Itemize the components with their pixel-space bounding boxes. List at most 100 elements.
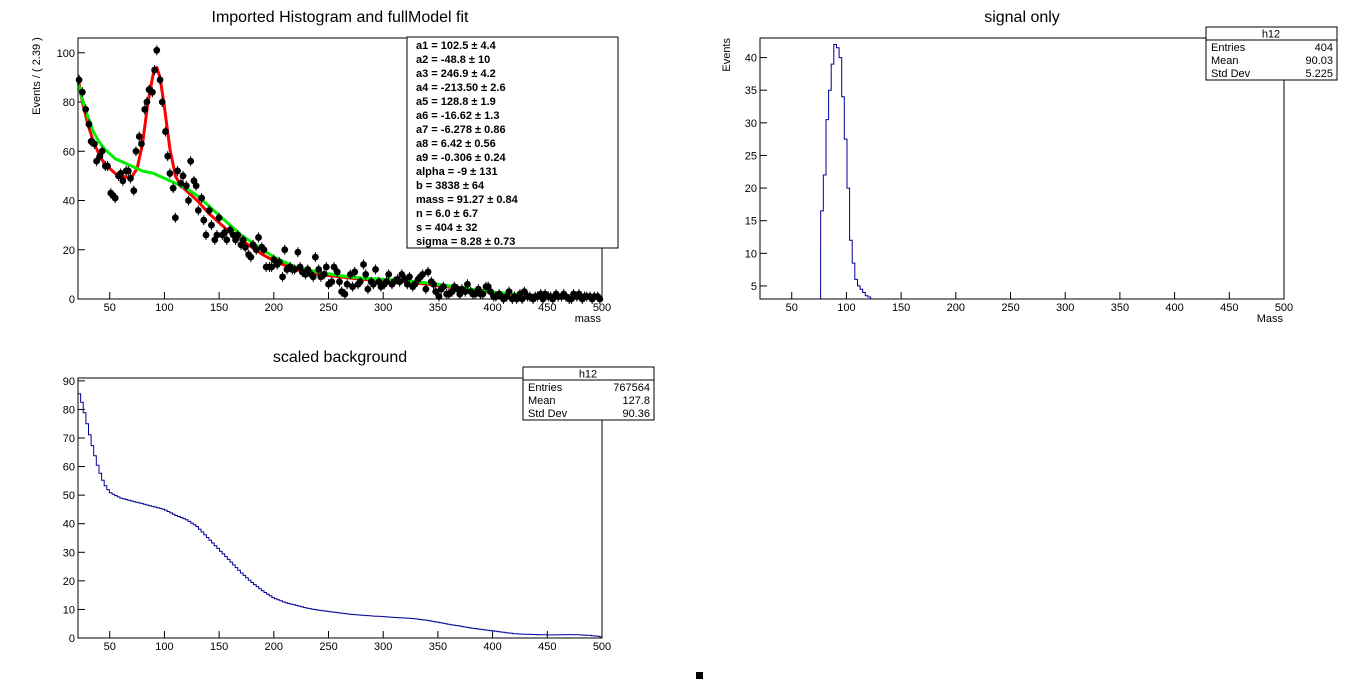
fit-param-plusminus: ± [468, 40, 480, 52]
signal-stats-entries-label: Entries [1211, 42, 1246, 54]
fit-param-plusminus: ± [462, 138, 474, 150]
fit-title: Imported Histogram and fullModel fit [212, 9, 470, 26]
data-point [505, 286, 513, 297]
fit-param-equals: = [423, 180, 436, 192]
data-point [260, 244, 268, 255]
fit-param-value: -6.278 [441, 124, 472, 136]
fit-param-value: 128.8 [441, 96, 469, 108]
data-point [411, 279, 419, 290]
data-point [479, 289, 487, 300]
fit-param-error: 2.6 [490, 82, 505, 94]
fit-param-plusminus: ± [451, 208, 463, 220]
fit-param-value: 102.5 [441, 40, 469, 52]
fit-param-row: n = 6.0 ± 6.7 [416, 208, 478, 220]
data-point [464, 279, 471, 290]
x-tick-label: 100 [837, 302, 855, 314]
fit-param-equals: = [428, 96, 441, 108]
background-x-axis: 50 100 150 200 250 300 350 400 450 500 [104, 631, 611, 653]
fit-x-axis: 50 100 150 200 250 300 350 400 450 500 [104, 292, 611, 314]
y-tick-label: 0 [69, 633, 75, 645]
fit-param-error: 4.4 [480, 40, 496, 52]
background-histogram [78, 393, 603, 638]
data-point [234, 229, 242, 240]
data-point [104, 161, 111, 172]
fit-param-row: a2 = -48.8 ± 10 [416, 54, 490, 66]
fit-param-error: 6.7 [463, 208, 478, 220]
fit-param-row: a3 = 246.9 ± 4.2 [416, 68, 496, 80]
fit-param-row: a4 = -213.50 ± 2.6 [416, 82, 506, 94]
fit-param-equals: = [448, 236, 461, 248]
x-tick-label: 50 [104, 641, 116, 653]
data-point [294, 247, 302, 258]
data-point [362, 269, 370, 280]
signal-stats-mean-label: Mean [1211, 55, 1239, 67]
data-point [223, 234, 231, 245]
data-point [205, 205, 213, 216]
fit-param-equals: = [428, 152, 441, 164]
data-point [141, 104, 149, 115]
x-tick-label: 200 [947, 302, 965, 314]
fit-param-error: 1.9 [480, 96, 495, 108]
background-stats-mean-value: 127.8 [622, 395, 650, 407]
data-point [98, 146, 106, 157]
data-point [124, 165, 132, 176]
x-tick-label: 500 [1275, 302, 1293, 314]
background-stats-title: h12 [579, 369, 597, 381]
fit-param-equals: = [428, 124, 441, 136]
fit-param-value: 246.9 [441, 68, 469, 80]
fit-param-plusminus: ± [468, 68, 480, 80]
signal-x-axis: 50 100 150 200 250 300 350 400 450 500 [786, 292, 1293, 314]
fit-param-plusminus: ± [467, 166, 479, 178]
fit-param-plusminus: ± [472, 124, 484, 136]
data-point [75, 74, 83, 85]
fit-param-error: 0.84 [496, 194, 518, 206]
data-point [398, 269, 406, 280]
data-point [143, 97, 151, 108]
data-point [198, 193, 206, 204]
background-stats-stddev-label: Std Dev [528, 408, 568, 420]
x-tick-label: 350 [429, 641, 447, 653]
fit-param-row: a1 = 102.5 ± 4.4 [416, 40, 497, 52]
data-point [200, 215, 208, 226]
data-point [291, 264, 299, 275]
y-tick-label: 15 [745, 216, 757, 228]
data-point [111, 193, 119, 204]
signal-histogram [818, 44, 874, 300]
data-point [406, 271, 413, 282]
data-point [432, 286, 440, 297]
data-point [575, 289, 583, 300]
signal-stats-title: h12 [1262, 29, 1280, 41]
fit-param-value: 91.27 [457, 194, 485, 206]
x-tick-label: 100 [155, 302, 173, 314]
background-stats-entries-value: 767564 [613, 382, 650, 394]
x-tick-label: 450 [538, 302, 556, 314]
fit-param-equals: = [428, 68, 441, 80]
data-point [369, 279, 377, 290]
data-point [241, 242, 249, 253]
x-tick-label: 250 [319, 302, 337, 314]
data-point [385, 269, 393, 280]
fit-param-error: 64 [472, 180, 485, 192]
y-tick-label: 30 [63, 547, 75, 559]
signal-ylabel: Events [721, 38, 733, 72]
data-point [419, 269, 426, 280]
fit-param-error: 32 [465, 222, 477, 234]
fit-stats-box: a1 = 102.5 ± 4.4 a2 = -48.8 ± 10 a3 = 246.… [406, 36, 619, 249]
data-point [249, 239, 257, 250]
data-point [351, 266, 359, 277]
fit-param-equals: = [423, 208, 436, 220]
fit-param-name: sigma [416, 236, 449, 248]
fit-param-row: s = 404 ± 32 [416, 222, 477, 234]
fit-param-error: 0.24 [484, 152, 506, 164]
fit-xlabel: mass [575, 313, 602, 325]
data-point [117, 168, 125, 179]
fit-param-name: a8 [416, 138, 428, 150]
data-point [166, 168, 174, 179]
x-tick-label: 300 [1056, 302, 1074, 314]
background-title: scaled background [273, 349, 407, 366]
x-tick-label: 450 [1220, 302, 1238, 314]
fit-param-value: -16.62 [441, 110, 472, 122]
y-tick-label: 80 [63, 404, 75, 416]
fit-param-name: a7 [416, 124, 428, 136]
